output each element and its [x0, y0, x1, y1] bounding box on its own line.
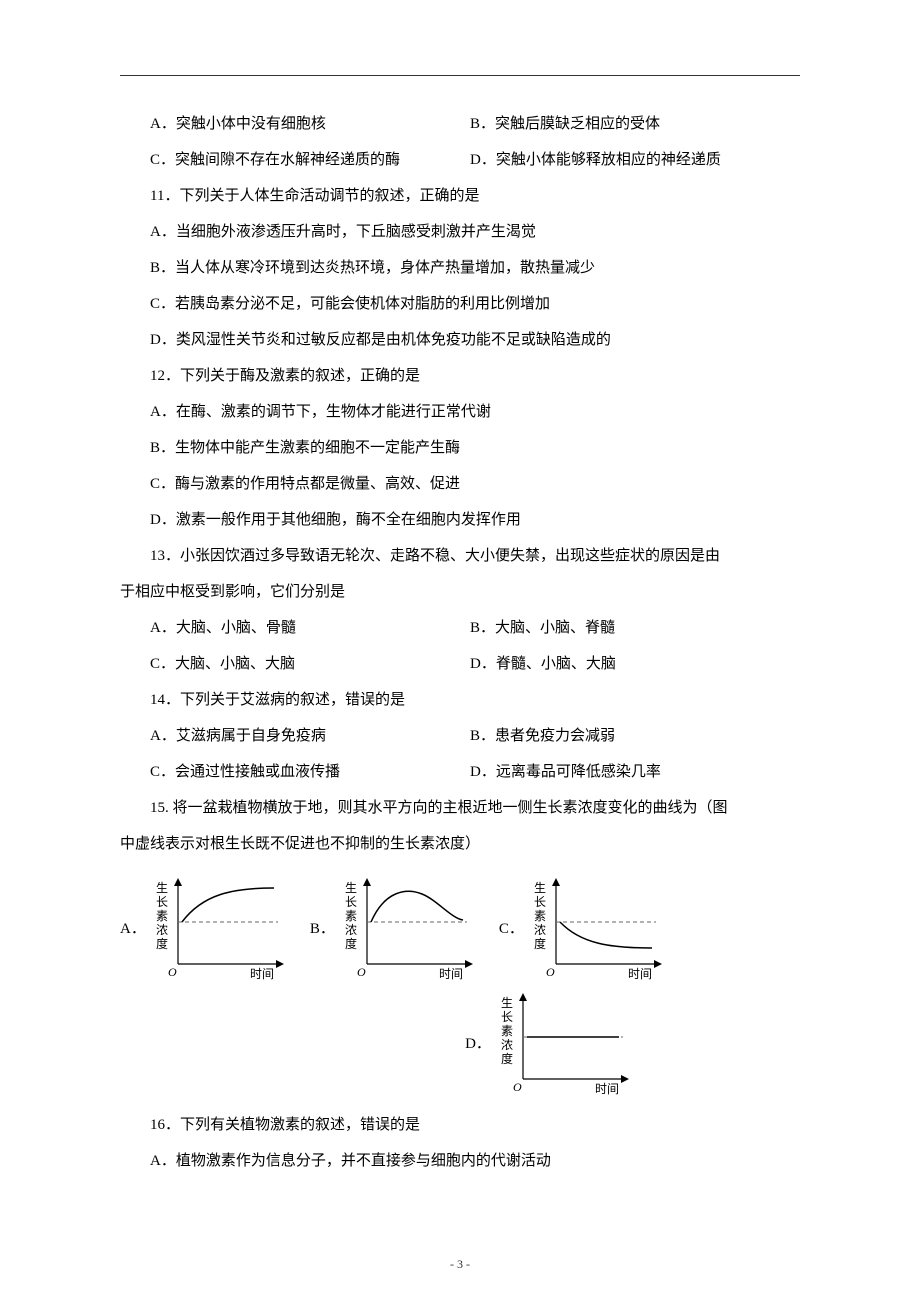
- q16-option-a: A．植物激素作为信息分子，并不直接参与细胞内的代谢活动: [120, 1143, 800, 1179]
- chart-a-label: A．: [120, 917, 146, 938]
- svg-text:生: 生: [534, 881, 546, 895]
- q12-option-c: C．酶与激素的作用特点都是微量、高效、促进: [120, 466, 800, 502]
- svg-text:素: 素: [156, 909, 168, 923]
- q13-option-b: B．大脑、小脑、脊髓: [450, 610, 800, 646]
- q14-option-a: A．艾滋病属于自身免疫病: [120, 718, 450, 754]
- svg-text:度: 度: [534, 936, 546, 951]
- svg-text:生: 生: [345, 881, 357, 895]
- q13-stem-line2: 于相应中枢受到影响，它们分别是: [120, 574, 800, 610]
- q11-option-d: D．类风湿性关节炎和过敏反应都是由机体免疫功能不足或缺陷造成的: [120, 322, 800, 358]
- q14-stem: 14．下列关于艾滋病的叙述，错误的是: [120, 682, 800, 718]
- svg-text:度: 度: [501, 1051, 513, 1066]
- q10-option-b: B．突触后膜缺乏相应的受体: [450, 106, 800, 142]
- q14-option-d: D．远离毒品可降低感染几率: [450, 754, 800, 790]
- q13-stem-line1: 13．小张因饮酒过多导致语无轮次、走路不稳、大小便失禁，出现这些症状的原因是由: [120, 538, 800, 574]
- q15-stem-line2: 中虚线表示对根生长既不促进也不抑制的生长素浓度）: [120, 826, 800, 862]
- q13-option-a: A．大脑、小脑、骨髓: [120, 610, 450, 646]
- svg-text:度: 度: [156, 936, 168, 951]
- svg-text:浓: 浓: [501, 1038, 513, 1052]
- svg-text:长: 长: [501, 1010, 513, 1024]
- q10-option-d: D．突触小体能够释放相应的神经递质: [450, 142, 800, 178]
- q11-option-c: C．若胰岛素分泌不足，可能会使机体对脂肪的利用比例增加: [120, 286, 800, 322]
- q11-stem: 11．下列关于人体生命活动调节的叙述，正确的是: [120, 178, 800, 214]
- q13-option-d: D．脊髓、小脑、大脑: [450, 646, 800, 682]
- q12-option-b: B．生物体中能产生激素的细胞不一定能产生酶: [120, 430, 800, 466]
- svg-text:素: 素: [501, 1024, 513, 1038]
- svg-text:长: 长: [345, 895, 357, 909]
- svg-text:时间: 时间: [628, 967, 652, 981]
- chart-d-label: D．: [465, 1032, 491, 1053]
- chart-a: 生长素浓度O 时间: [150, 872, 290, 982]
- chart-b: 生长素浓度O 时间: [339, 872, 479, 982]
- svg-text:长: 长: [156, 895, 168, 909]
- q15-stem-line1: 15. 将一盆栽植物横放于地，则其水平方向的主根近地一侧生长素浓度变化的曲线为（…: [120, 790, 800, 826]
- svg-text:生: 生: [156, 881, 168, 895]
- q11-option-a: A．当细胞外液渗透压升高时，下丘脑感受刺激并产生渴觉: [120, 214, 800, 250]
- svg-text:浓: 浓: [345, 923, 357, 937]
- svg-text:浓: 浓: [156, 923, 168, 937]
- svg-text:O: O: [546, 965, 555, 979]
- chart-c: 生长素浓度O 时间: [528, 872, 668, 982]
- svg-text:O: O: [357, 965, 366, 979]
- q10-option-c: C．突触间隙不存在水解神经递质的酶: [120, 142, 450, 178]
- svg-text:时间: 时间: [439, 967, 463, 981]
- q14-option-c: C．会通过性接触或血液传播: [120, 754, 450, 790]
- svg-text:时间: 时间: [595, 1082, 619, 1096]
- q15-charts-row: A． 生长素浓度O时间 B． 生长素浓度O时间 C． 生长素浓度O时间: [120, 872, 800, 982]
- q12-option-d: D．激素一般作用于其他细胞，酶不全在细胞内发挥作用: [120, 502, 800, 538]
- q14-option-b: B．患者免疫力会减弱: [450, 718, 800, 754]
- q11-option-b: B．当人体从寒冷环境到达炎热环境，身体产热量增加，散热量减少: [120, 250, 800, 286]
- q16-stem: 16．下列有关植物激素的叙述，错误的是: [120, 1107, 800, 1143]
- q12-option-a: A．在酶、激素的调节下，生物体才能进行正常代谢: [120, 394, 800, 430]
- svg-text:素: 素: [534, 909, 546, 923]
- svg-text:生: 生: [501, 996, 513, 1010]
- svg-text:长: 长: [534, 895, 546, 909]
- q10-option-a: A．突触小体中没有细胞核: [120, 106, 450, 142]
- svg-text:时间: 时间: [250, 967, 274, 981]
- top-separator: [120, 75, 800, 76]
- q13-option-c: C．大脑、小脑、大脑: [120, 646, 450, 682]
- svg-text:素: 素: [345, 909, 357, 923]
- chart-b-label: B．: [310, 917, 335, 938]
- svg-text:浓: 浓: [534, 923, 546, 937]
- svg-text:O: O: [513, 1080, 522, 1094]
- chart-c-label: C．: [499, 917, 524, 938]
- page-number: - 3 -: [0, 1257, 920, 1272]
- svg-text:度: 度: [345, 936, 357, 951]
- q12-stem: 12．下列关于酶及激素的叙述，正确的是: [120, 358, 800, 394]
- svg-text:O: O: [168, 965, 177, 979]
- chart-d: 生长素浓度O 时间: [495, 987, 635, 1097]
